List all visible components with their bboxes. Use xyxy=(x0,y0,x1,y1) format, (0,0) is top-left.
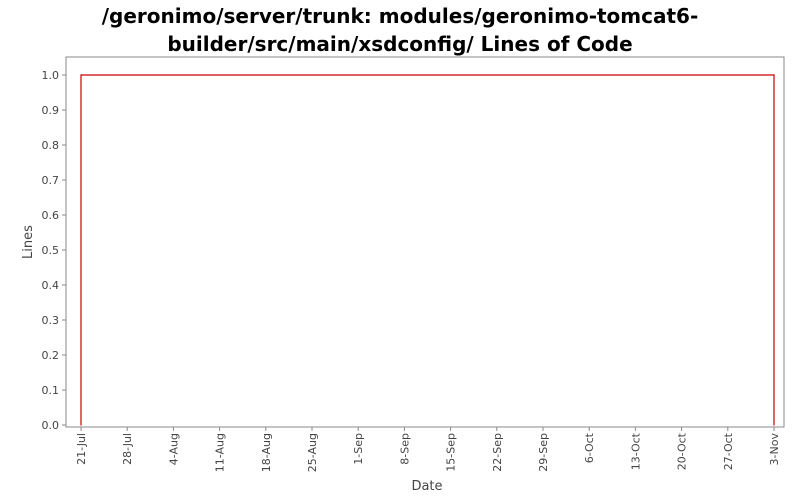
y-tick-label: 0.6 xyxy=(42,209,60,222)
y-tick-label: 0.3 xyxy=(42,314,60,327)
x-tick-label: 25-Aug xyxy=(306,433,319,472)
data-point xyxy=(80,424,82,426)
x-axis-label: Date xyxy=(411,479,442,494)
chart-title-line-2: builder/src/main/xsdconfig/ Lines of Cod… xyxy=(167,32,633,56)
x-tick-label: 15-Sep xyxy=(445,433,458,472)
y-axis-ticks: 0.0 0.1 0.2 0.3 0.4 0.5 0.6 0.7 0.8 0.9 1.0 xyxy=(42,69,66,432)
y-tick-label: 0.2 xyxy=(42,349,60,362)
chart-title-line-1: /geronimo/server/trunk: modules/geronimo… xyxy=(101,4,699,28)
y-tick-label: 0.4 xyxy=(42,279,60,292)
x-tick-label: 22-Sep xyxy=(491,433,504,472)
x-tick-label: 1-Sep xyxy=(352,433,365,465)
series-group xyxy=(80,74,775,426)
x-tick-label: 3-Nov xyxy=(768,433,781,466)
x-tick-label: 8-Sep xyxy=(398,433,411,465)
x-tick-label: 27-Oct xyxy=(722,432,735,470)
x-tick-label: 13-Oct xyxy=(629,432,642,470)
chart-title: /geronimo/server/trunk: modules/geronimo… xyxy=(0,2,800,58)
y-tick-label: 1.0 xyxy=(42,69,60,82)
data-point xyxy=(773,424,775,426)
plot-area xyxy=(65,56,785,428)
x-tick-label: 11-Aug xyxy=(214,433,227,472)
y-tick-label: 0.1 xyxy=(42,384,60,397)
y-tick-label: 0.9 xyxy=(42,104,60,117)
x-axis-ticks: 21-Jul 28-Jul 4-Aug 11-Aug 18-Aug 25-Aug 1-Sep… xyxy=(75,427,781,472)
data-point xyxy=(80,74,82,76)
x-tick-label: 28-Jul xyxy=(121,433,134,465)
x-tick-label: 20-Oct xyxy=(676,432,689,470)
data-point xyxy=(773,74,775,76)
y-axis-label: Lines xyxy=(21,225,36,259)
y-tick-label: 0.0 xyxy=(42,419,60,432)
x-tick-label: 6-Oct xyxy=(583,432,596,463)
x-tick-label: 21-Jul xyxy=(75,433,88,465)
x-tick-label: 29-Sep xyxy=(537,433,550,472)
series-line xyxy=(80,74,775,425)
x-tick-label: 4-Aug xyxy=(167,433,180,465)
x-tick-label: 18-Aug xyxy=(260,433,273,472)
y-tick-label: 0.7 xyxy=(42,174,60,187)
y-tick-label: 0.5 xyxy=(42,244,60,257)
y-tick-label: 0.8 xyxy=(42,139,60,152)
